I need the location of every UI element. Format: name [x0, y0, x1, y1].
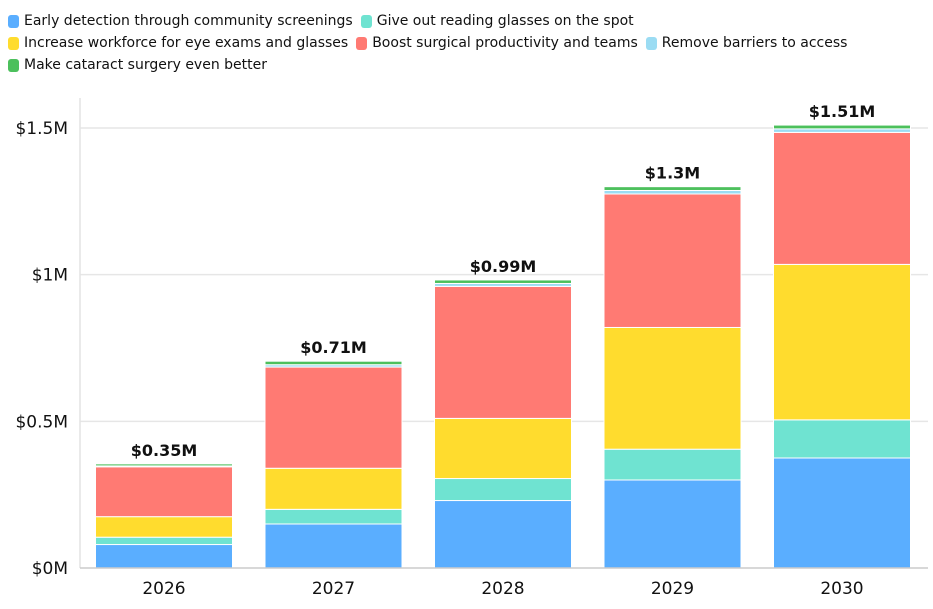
legend-item-remove-barriers: Remove barriers to access — [645, 35, 848, 51]
legend-row: Early detection through community screen… — [8, 10, 908, 32]
legend-item-workforce: Increase workforce for eye exams and gla… — [8, 35, 348, 51]
bar-segment — [95, 536, 233, 546]
bar-segment — [773, 419, 911, 459]
bar-segment — [773, 128, 911, 133]
bar-segment — [95, 463, 233, 467]
x-tick-label: 2026 — [142, 579, 185, 599]
legend-swatch — [645, 36, 657, 50]
bar-segment — [264, 366, 403, 469]
bar-segment — [264, 360, 403, 366]
bar-segment — [773, 124, 911, 130]
legend-row: Make cataract surgery even better — [8, 54, 908, 76]
chart-legend: Early detection through community screen… — [8, 10, 908, 76]
bar-segment — [773, 457, 911, 569]
bar-segment — [603, 448, 742, 481]
legend-item-surgical-productivity: Boost surgical productivity and teams — [356, 35, 638, 51]
legend-label: Make cataract surgery even better — [24, 57, 267, 73]
legend-label: Remove barriers to access — [661, 35, 848, 51]
bar-segment — [95, 544, 233, 569]
legend-item-early-detection: Early detection through community screen… — [8, 13, 353, 29]
bar-segment — [434, 478, 572, 502]
bar-segment — [603, 479, 742, 569]
bar-total-label: $0.99M — [470, 257, 537, 276]
bar-segment — [264, 467, 403, 510]
y-tick-label: $1M — [32, 266, 68, 286]
bar-segment — [773, 131, 911, 265]
legend-swatch — [356, 36, 368, 50]
y-tick-label: $0.5M — [15, 412, 68, 432]
legend-swatch — [8, 14, 19, 28]
bar-segment — [95, 466, 233, 518]
legend-label: Boost surgical productivity and teams — [372, 35, 638, 51]
bar-segment — [603, 186, 742, 191]
legend-swatch — [8, 58, 19, 72]
x-tick-label: 2029 — [651, 579, 694, 599]
bar-total-label: $0.71M — [300, 338, 367, 357]
legend-item-cataract-surgery: Make cataract surgery even better — [8, 57, 267, 73]
bar-segment — [434, 279, 572, 284]
legend-label: Give out reading glasses on the spot — [376, 13, 634, 29]
bar-segment — [264, 523, 403, 569]
bar-total-label: $1.51M — [809, 102, 876, 121]
bar-segment — [264, 508, 403, 525]
legend-swatch — [360, 14, 372, 28]
bar-total-label: $0.35M — [131, 441, 198, 460]
legend-label: Increase workforce for eye exams and gla… — [24, 35, 349, 51]
bar-segment — [434, 500, 572, 569]
x-tick-label: 2027 — [312, 579, 355, 599]
bar-segment — [434, 285, 572, 419]
bar-segment — [603, 189, 742, 195]
legend-label: Early detection through community screen… — [24, 13, 353, 29]
bar-segment — [434, 417, 572, 480]
bar-segment — [603, 193, 742, 328]
legend-row: Increase workforce for eye exams and gla… — [8, 32, 908, 54]
x-tick-label: 2030 — [820, 579, 863, 599]
legend-swatch — [8, 36, 19, 50]
y-tick-label: $0M — [32, 559, 68, 579]
bar-segment — [603, 326, 742, 450]
x-tick-label: 2028 — [481, 579, 524, 599]
bar-total-label: $1.3M — [645, 164, 700, 183]
bar-segment — [95, 516, 233, 538]
y-tick-label: $1.5M — [15, 119, 68, 139]
bar-segment — [773, 263, 911, 421]
legend-item-reading-glasses: Give out reading glasses on the spot — [360, 13, 634, 29]
